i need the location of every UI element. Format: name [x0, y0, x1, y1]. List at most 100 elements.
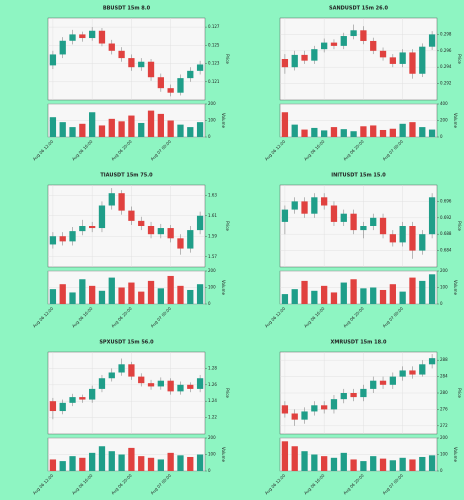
candle-body — [118, 364, 125, 373]
candle-body — [89, 226, 96, 229]
y2-tick-label: 200 — [208, 268, 216, 273]
x-tick-label: Aug 06 20:00 — [342, 306, 365, 329]
volume-bar — [330, 457, 338, 471]
y-tick-label: 0.127 — [208, 24, 220, 29]
candle-body — [147, 226, 155, 235]
volume-bar — [69, 127, 76, 137]
candle-body — [389, 234, 396, 243]
x-tick-label: Aug 07 00:00 — [381, 473, 404, 496]
volume-bar — [69, 456, 76, 471]
volume-bar — [157, 288, 164, 304]
candle-body — [177, 78, 184, 93]
candle-body — [187, 230, 194, 249]
y2-tick-label: 0 — [440, 134, 443, 139]
volume-bar — [409, 122, 416, 137]
y2-tick-label: 200 — [440, 435, 448, 440]
volume-bar — [98, 446, 106, 471]
candle-body — [187, 70, 194, 79]
volume-bar — [301, 451, 308, 471]
volume-bar — [89, 452, 96, 471]
volume-bar — [379, 289, 387, 304]
volume-bar — [360, 288, 367, 304]
candle-body — [196, 64, 204, 71]
y-tick-label: 1.26 — [208, 382, 217, 387]
x-tick-label: Aug 06 12:00 — [32, 306, 55, 329]
volume-bar — [108, 118, 115, 137]
candle-body — [330, 205, 338, 222]
volume-bar — [118, 454, 125, 471]
candle-body — [167, 380, 174, 392]
y2-axis-label: Volume — [453, 113, 458, 128]
volume-bar — [177, 285, 184, 304]
candle-body — [128, 364, 135, 377]
candle-body — [281, 405, 289, 414]
candle-body — [128, 58, 135, 68]
candle-body — [311, 49, 318, 61]
volume-bar — [340, 129, 347, 137]
volume-bar — [291, 124, 298, 137]
volume-bar — [428, 129, 436, 137]
candle-body — [330, 399, 338, 410]
candle-body — [379, 50, 387, 58]
y2-tick-label: 400 — [440, 101, 448, 106]
y2-tick-label: 100 — [440, 452, 448, 457]
volume-bar — [360, 461, 367, 471]
candle-body — [360, 226, 367, 231]
volume-bar — [428, 274, 436, 304]
y-axis-label: Price — [457, 388, 462, 398]
volume-bar — [330, 127, 338, 137]
candle-body — [379, 380, 387, 385]
volume-bar — [340, 282, 347, 304]
volume-bar — [291, 446, 298, 471]
volume-bar — [281, 294, 289, 304]
candle-body — [118, 50, 125, 59]
volume-bar — [389, 460, 396, 471]
volume-bar — [147, 457, 155, 471]
volume-bar — [147, 280, 155, 304]
candle-body — [379, 217, 387, 235]
y2-tick-label: 100 — [208, 452, 216, 457]
y2-tick-label: 100 — [208, 118, 216, 123]
candle-body — [79, 397, 86, 400]
candle-body — [360, 388, 367, 398]
candle-body — [59, 402, 66, 412]
volume-bar — [350, 279, 357, 304]
candle-body — [118, 193, 125, 211]
volume-bar — [89, 112, 96, 137]
volume-bar — [138, 122, 145, 137]
candle-body — [301, 411, 308, 420]
candle-body — [79, 226, 86, 232]
candle-body — [138, 376, 145, 384]
candle-body — [157, 228, 164, 235]
candle-body — [428, 197, 436, 235]
volume-bar — [98, 125, 106, 137]
candle-body — [419, 234, 426, 251]
y-tick-label: 1.61 — [208, 213, 217, 218]
volume-bar — [370, 456, 377, 471]
y-tick-label: 288 — [440, 357, 448, 362]
candle-body — [301, 201, 308, 214]
y-tick-label: 284 — [440, 374, 448, 379]
volume-bar — [138, 291, 145, 304]
y-tick-label: 1.63 — [208, 192, 217, 197]
volume-bar — [399, 457, 406, 471]
volume-bar — [138, 456, 145, 471]
volume-bar — [128, 447, 135, 471]
volume-bar — [167, 275, 174, 304]
candle-body — [301, 54, 308, 61]
x-tick-label: Aug 07 00:00 — [149, 139, 172, 162]
volume-bar — [49, 459, 57, 471]
candle-body — [291, 54, 298, 68]
y2-tick-label: 0 — [208, 301, 211, 306]
x-tick-label: Aug 07 00:00 — [149, 473, 172, 496]
y-tick-label: 280 — [440, 390, 448, 395]
y-axis-label: Price — [457, 54, 462, 64]
x-tick-label: Aug 06 20:00 — [342, 473, 365, 496]
chart-title: TIAUSDT 15m 75.0 — [100, 173, 153, 179]
candle-body — [177, 238, 184, 249]
volume-bar — [59, 284, 66, 304]
candle-body — [399, 226, 406, 243]
volume-bar — [419, 456, 426, 471]
y2-axis-label: Volume — [453, 447, 458, 462]
candle-body — [187, 384, 194, 389]
